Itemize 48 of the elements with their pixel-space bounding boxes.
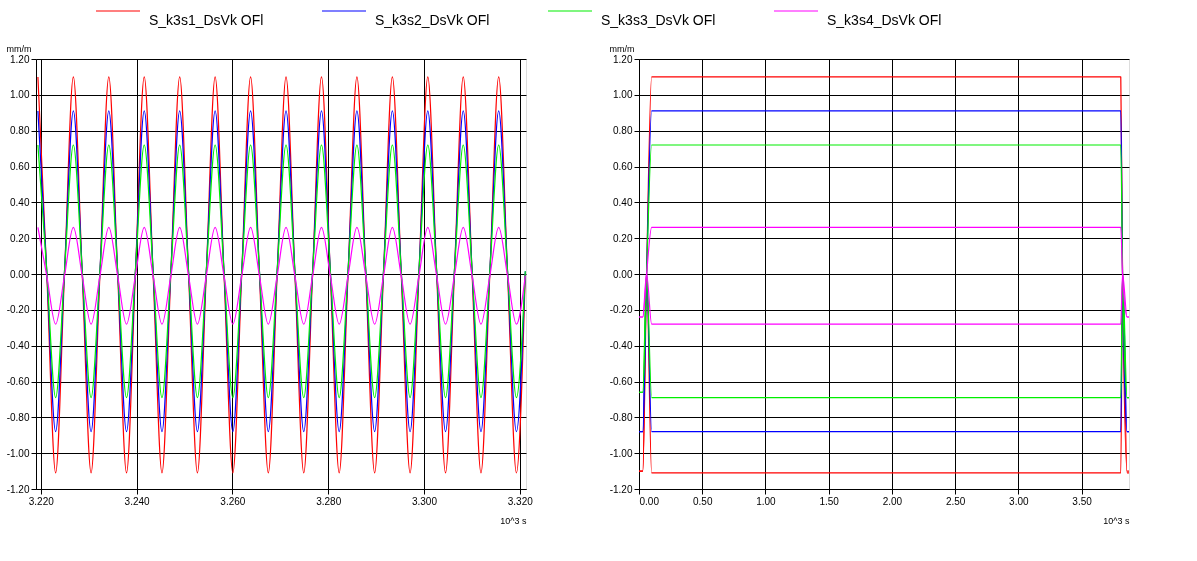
y-tick-label: 0.20	[613, 232, 633, 244]
y-tick-label: 0.00	[613, 268, 633, 280]
x-tick-label: 2.00	[882, 495, 903, 507]
y-tick-label: 0.60	[10, 161, 30, 172]
y-tick-label: 0.60	[613, 161, 633, 172]
x-axis-title: 10^3 s	[500, 515, 527, 526]
x-tick-label: 3.280	[316, 495, 342, 507]
x-tick-label: 3.220	[28, 495, 55, 507]
y-tick-label: 1.20	[613, 53, 633, 65]
y-tick-label: -0.20	[609, 304, 633, 316]
y-axis-title: mm/m	[6, 43, 32, 54]
legend-label: S_k3s2_DsVk OFl	[375, 12, 490, 28]
x-tick-label: 1.50	[819, 495, 840, 507]
y-tick-label: -0.60	[609, 376, 633, 387]
x-tick-label: 3.00	[1009, 495, 1030, 507]
y-tick-label: 1.00	[613, 89, 633, 101]
x-tick-label: 3.260	[220, 495, 246, 507]
x-tick-label: 1.00	[756, 495, 777, 507]
y-tick-label: 0.20	[10, 232, 30, 244]
y-tick-label: -0.40	[609, 340, 633, 352]
x-tick-label: 0.00	[639, 495, 660, 507]
y-tick-label: 0.00	[10, 268, 30, 280]
x-tick-label: 3.240	[124, 495, 151, 507]
y-tick-label: -0.40	[6, 340, 30, 352]
y-tick-label: 0.80	[613, 125, 633, 137]
legend-label: S_k3s1_DsVk OFl	[149, 12, 264, 28]
y-tick-label: -1.00	[609, 447, 633, 459]
y-tick-label: -0.20	[6, 304, 30, 316]
y-tick-label: 0.80	[10, 125, 30, 137]
x-axis-title: 10^3 s	[1103, 515, 1130, 526]
x-tick-label: 3.50	[1072, 495, 1093, 507]
x-tick-label: 2.50	[945, 495, 966, 507]
y-tick-label: 1.00	[10, 89, 30, 101]
legend-label: S_k3s4_DsVk OFl	[827, 12, 942, 28]
x-tick-label: 3.320	[507, 495, 534, 507]
x-tick-label: 3.300	[411, 495, 438, 507]
y-tick-label: -0.80	[609, 411, 633, 423]
x-tick-label: 0.50	[692, 495, 713, 507]
y-tick-label: 0.40	[613, 196, 633, 208]
y-axis-title: mm/m	[609, 43, 635, 54]
y-tick-label: -0.60	[6, 376, 30, 387]
y-tick-label: 1.20	[10, 53, 30, 65]
y-tick-label: 0.40	[10, 196, 30, 208]
y-tick-label: -1.20	[609, 483, 633, 495]
y-tick-label: -1.20	[6, 483, 30, 495]
legend-label: S_k3s3_DsVk OFl	[601, 12, 716, 28]
y-tick-label: -0.80	[6, 411, 30, 423]
y-tick-label: -1.00	[6, 447, 30, 459]
